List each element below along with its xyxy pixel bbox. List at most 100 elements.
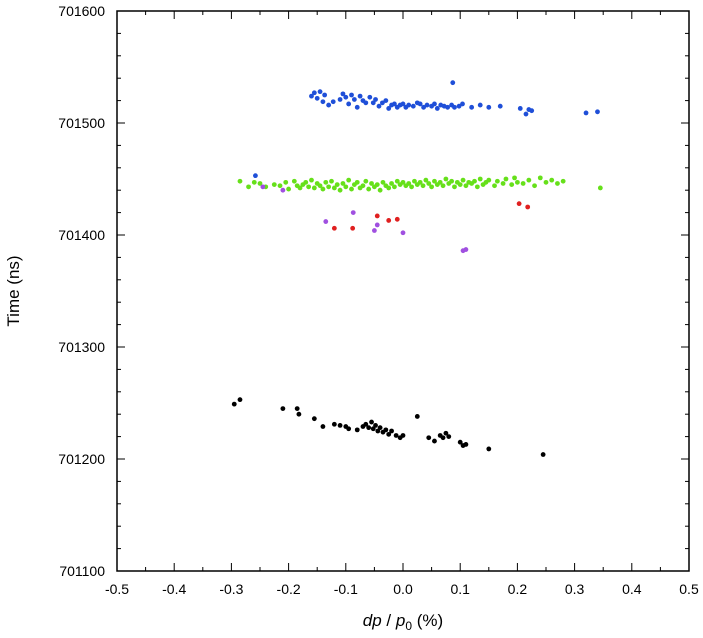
data-point-series-5 xyxy=(389,428,394,434)
y-tick-label: 701100 xyxy=(59,563,105,579)
data-point-series-2 xyxy=(463,183,469,189)
data-point-series-4 xyxy=(323,219,329,224)
data-point-series-5 xyxy=(337,423,343,428)
data-point-series-2 xyxy=(251,179,257,185)
data-point-series-1 xyxy=(517,106,523,111)
data-point-series-5 xyxy=(463,442,469,447)
data-point-series-2 xyxy=(494,178,500,184)
y-tick-label: 701200 xyxy=(58,451,105,467)
data-point-series-2 xyxy=(509,182,515,188)
x-axis-title-unit: (%) xyxy=(412,611,443,630)
data-point-series-2 xyxy=(526,177,532,183)
data-point-series-2 xyxy=(366,186,372,192)
data-point-series-1 xyxy=(367,94,373,100)
data-point-series-1 xyxy=(370,100,376,106)
data-point-series-1 xyxy=(253,173,258,179)
data-point-series-2 xyxy=(369,181,374,186)
data-point-series-1 xyxy=(309,93,314,99)
data-point-series-1 xyxy=(320,99,326,105)
y-tick-labels: 701100 701200 701300 701400 701500 701600 xyxy=(58,3,105,579)
data-point-series-1 xyxy=(314,95,320,101)
data-point-series-5 xyxy=(320,424,326,429)
data-point-series-2 xyxy=(537,175,543,181)
data-point-series-1 xyxy=(351,97,357,102)
data-point-series-2 xyxy=(512,175,517,181)
data-point-series-2 xyxy=(277,183,283,189)
x-tick-label: 0.4 xyxy=(622,581,642,597)
data-point-series-2 xyxy=(337,187,343,193)
data-point-series-5 xyxy=(366,425,372,431)
x-tick-label: -0.5 xyxy=(105,581,129,597)
data-point-series-1 xyxy=(326,102,332,108)
data-point-series-1 xyxy=(343,94,349,100)
data-point-series-1 xyxy=(349,92,354,98)
data-point-series-2 xyxy=(400,179,406,185)
data-point-series-1 xyxy=(400,101,406,107)
data-point-series-1 xyxy=(406,102,412,108)
data-point-series-2 xyxy=(354,179,360,185)
data-point-series-5 xyxy=(443,430,449,436)
x-tick-label: 0.3 xyxy=(565,581,585,597)
data-point-series-2 xyxy=(257,181,263,186)
data-point-series-1 xyxy=(469,104,475,110)
x-axis-title: dp / p0 (%) xyxy=(363,611,443,633)
data-point-series-1 xyxy=(523,111,529,117)
y-tick-label: 701600 xyxy=(58,3,105,19)
data-point-series-1 xyxy=(434,106,440,111)
data-point-series-5 xyxy=(296,411,302,417)
data-point-series-2 xyxy=(374,182,380,188)
data-point-series-2 xyxy=(449,178,455,184)
data-point-series-4 xyxy=(374,222,380,228)
data-point-series-4 xyxy=(260,184,266,190)
data-point-series-1 xyxy=(363,100,369,106)
data-point-series-1 xyxy=(417,101,423,107)
data-point-series-1 xyxy=(373,97,378,102)
data-point-series-2 xyxy=(331,185,337,191)
x-tick-label: -0.4 xyxy=(162,581,186,597)
data-point-series-5 xyxy=(540,452,546,457)
data-point-series-2 xyxy=(460,177,466,183)
x-tick-label: 0.2 xyxy=(508,581,528,597)
data-point-series-2 xyxy=(432,178,437,184)
data-point-series-2 xyxy=(426,181,432,186)
data-point-series-5 xyxy=(231,401,237,407)
data-point-series-2 xyxy=(340,181,346,186)
data-point-series-1 xyxy=(410,103,416,109)
data-point-series-5 xyxy=(331,421,337,427)
data-point-series-1 xyxy=(477,102,483,108)
data-point-series-5 xyxy=(414,414,420,419)
data-point-series-5 xyxy=(346,426,352,432)
data-point-series-2 xyxy=(406,181,412,186)
data-point-series-2 xyxy=(532,183,537,189)
data-point-series-2 xyxy=(443,176,449,182)
data-point-series-4 xyxy=(280,187,286,193)
y-tick-label: 701300 xyxy=(58,339,105,355)
data-point-series-2 xyxy=(412,178,417,184)
data-point-series-2 xyxy=(286,186,291,192)
data-point-series-5 xyxy=(370,426,376,432)
data-point-series-2 xyxy=(303,179,309,185)
data-point-series-1 xyxy=(376,103,382,109)
data-point-series-1 xyxy=(421,104,426,110)
data-point-series-2 xyxy=(457,182,463,188)
data-point-series-3 xyxy=(525,204,531,210)
data-point-series-2 xyxy=(437,179,443,185)
data-point-series-2 xyxy=(309,177,314,183)
data-point-series-5 xyxy=(383,427,389,433)
data-point-series-1 xyxy=(529,108,535,114)
data-point-series-2 xyxy=(320,186,326,192)
data-point-series-1 xyxy=(386,106,392,111)
data-point-series-1 xyxy=(432,101,437,107)
data-point-series-2 xyxy=(380,179,386,185)
data-point-series-3 xyxy=(516,201,522,207)
data-point-series-2 xyxy=(323,179,329,185)
data-point-series-1 xyxy=(383,98,389,103)
data-point-series-2 xyxy=(520,181,526,186)
data-point-series-2 xyxy=(343,184,349,190)
data-point-series-2 xyxy=(440,183,446,189)
data-point-series-1 xyxy=(311,90,317,96)
data-point-series-5 xyxy=(294,406,300,411)
data-point-series-2 xyxy=(386,185,392,191)
plot-frame xyxy=(116,10,690,572)
data-points xyxy=(231,80,603,457)
